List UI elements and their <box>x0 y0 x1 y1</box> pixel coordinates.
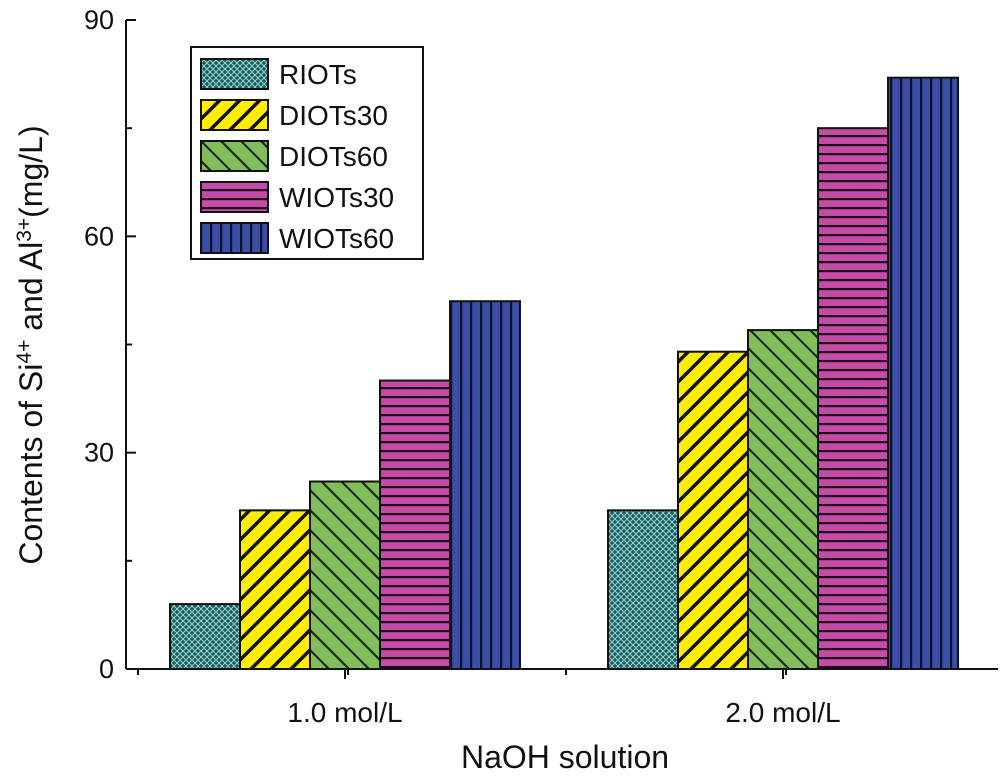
bar-diots30-2 <box>677 350 749 670</box>
bar-diots60-1 <box>309 480 381 670</box>
y-axis-title-prefix: Contents of Si <box>13 364 49 565</box>
y-tick-label: 90 <box>84 5 114 35</box>
bar-diots60-2 <box>747 329 819 670</box>
legend-label-diots60: DIOTs60 <box>279 141 388 172</box>
bar-wiots60-2 <box>887 76 959 670</box>
bar-wiots30-1 <box>379 379 451 670</box>
legend-swatch-riots <box>200 58 269 90</box>
legend-swatch-wiots30 <box>200 181 269 213</box>
bar-wiots30-2 <box>817 127 889 670</box>
y-axis-title-sup1: 4+ <box>13 340 36 364</box>
x-axis-title: NaOH solution <box>461 739 669 775</box>
ticks-layer: 0 30 60 90 1.0 mol/L 2.0 mol/L <box>84 5 841 728</box>
bars-layer <box>169 76 959 670</box>
x-tick-label: 2.0 mol/L <box>725 697 840 728</box>
y-axis-title: Contents of Si4+ and Al3+(mg/L) <box>13 125 50 564</box>
legend-label-wiots30: WIOTs30 <box>279 182 394 213</box>
y-axis-title-sup2: 3+ <box>13 218 36 242</box>
legend-swatch-wiots60 <box>200 222 269 254</box>
bar-wiots60-1 <box>449 300 521 670</box>
legend-swatch-diots30 <box>200 99 269 131</box>
y-tick-label: 0 <box>99 654 114 684</box>
bar-riots-1 <box>169 603 241 670</box>
y-tick-label: 60 <box>84 221 114 251</box>
y-axis-title-middle: and Al <box>13 242 49 340</box>
bar-diots30-1 <box>239 509 311 670</box>
y-axis-title-suffix: (mg/L) <box>13 125 49 217</box>
legend-swatch-diots60 <box>200 140 269 172</box>
bar-riots-2 <box>607 509 679 670</box>
legend-label-riots: RIOTs <box>279 59 357 90</box>
legend-label-wiots60: WIOTs60 <box>279 223 394 254</box>
legend-label-diots30: DIOTs30 <box>279 100 388 131</box>
x-tick-label: 1.0 mol/L <box>287 697 402 728</box>
y-tick-label: 30 <box>84 438 114 468</box>
legend: RIOTs DIOTs30 DIOTs60 WIOTs30 WIOTs60 <box>190 46 424 260</box>
